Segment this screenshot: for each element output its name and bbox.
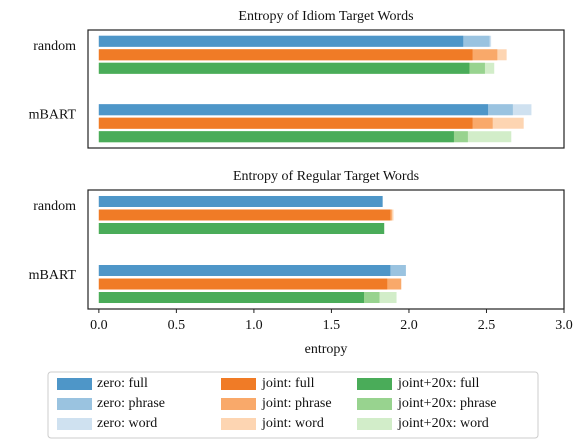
- y-tick-label: mBART: [29, 107, 77, 122]
- x-tick-label: 0.5: [168, 318, 186, 333]
- bar: [98, 117, 473, 129]
- legend-box: [47, 371, 539, 439]
- bar: [98, 35, 464, 47]
- legend-label: joint: phrase: [261, 396, 332, 411]
- legend-swatch: [357, 418, 392, 430]
- chart-title: Entropy of Idiom Target Words: [238, 9, 413, 24]
- legend-swatch: [57, 398, 92, 410]
- legend-label: zero: phrase: [97, 396, 165, 411]
- bar: [98, 195, 383, 207]
- legend-swatch: [357, 398, 392, 410]
- bar: [98, 131, 454, 143]
- x-tick-label: 3.0: [555, 318, 573, 333]
- legend-swatch: [221, 378, 256, 390]
- y-tick-label: mBART: [29, 268, 77, 283]
- legend-label: zero: word: [97, 416, 157, 431]
- bar: [98, 222, 385, 234]
- legend-label: zero: full: [97, 376, 148, 391]
- bar: [98, 62, 470, 74]
- plot-frame: [87, 189, 565, 310]
- bar: [98, 209, 391, 221]
- legend-label: joint: word: [261, 416, 324, 431]
- bar: [98, 49, 473, 61]
- legend-label: joint: full: [261, 376, 315, 391]
- legend-swatch: [357, 378, 392, 390]
- legend-swatch: [57, 418, 92, 430]
- y-tick-label: random: [33, 199, 76, 214]
- x-tick-label: 1.0: [245, 318, 263, 333]
- legend-swatch: [221, 418, 256, 430]
- x-tick-label: 2.0: [400, 318, 418, 333]
- legend-label: joint+20x: phrase: [397, 396, 497, 411]
- legend-swatch: [221, 398, 256, 410]
- x-tick-label: 0.0: [90, 318, 108, 333]
- legend-label: joint+20x: word: [397, 416, 489, 431]
- legend-label: joint+20x: full: [397, 376, 480, 391]
- plot-frame: [87, 29, 565, 149]
- chart-title: Entropy of Regular Target Words: [233, 169, 419, 184]
- x-tick-label: 2.5: [478, 318, 496, 333]
- bar: [98, 278, 388, 290]
- bar: [98, 265, 391, 277]
- bar: [98, 104, 489, 116]
- bar: [98, 292, 364, 304]
- x-tick-label: 1.5: [323, 318, 341, 333]
- x-axis-label: entropy: [305, 342, 348, 357]
- legend-swatch: [57, 378, 92, 390]
- y-tick-label: random: [33, 39, 76, 54]
